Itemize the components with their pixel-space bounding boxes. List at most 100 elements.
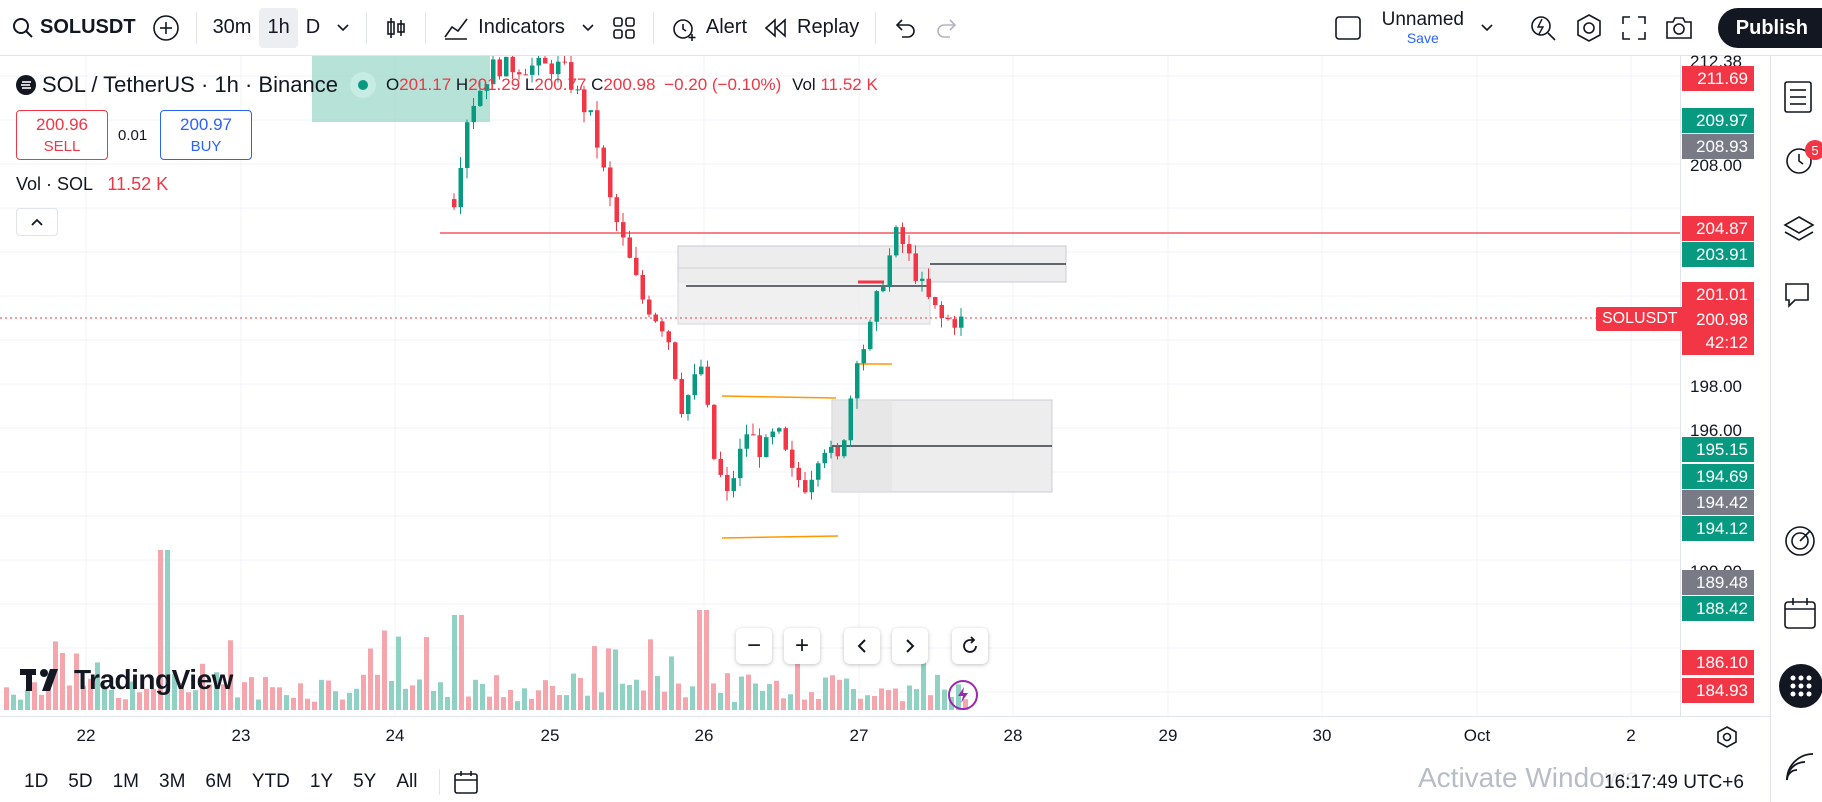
chat-button[interactable] — [1783, 280, 1815, 317]
undo-button[interactable] — [884, 8, 926, 48]
sell-button[interactable]: 200.96 SELL — [16, 110, 108, 160]
alert-button[interactable]: Alert — [662, 8, 755, 48]
range-1d[interactable]: 1D — [24, 771, 49, 792]
volume-bar — [585, 695, 590, 710]
goto-date-button[interactable] — [452, 768, 480, 796]
zoom-in-button[interactable]: + — [784, 628, 820, 664]
open-value: 201.17 — [399, 75, 452, 94]
range-3m[interactable]: 3M — [159, 771, 186, 792]
save-link[interactable]: Save — [1406, 29, 1439, 46]
volume-bar — [298, 683, 303, 710]
time-axis[interactable] — [0, 716, 1770, 760]
redo-button[interactable] — [926, 8, 968, 48]
fullscreen-button[interactable] — [1612, 8, 1656, 48]
candle-body — [926, 278, 931, 297]
target-icon — [1785, 526, 1815, 556]
quick-search-button[interactable] — [1520, 8, 1566, 48]
series-title[interactable]: SOL / TetherUS · 1h · Binance — [42, 72, 338, 97]
templates-button[interactable] — [603, 8, 645, 48]
products-button[interactable] — [1779, 664, 1822, 708]
candle-body — [900, 227, 905, 245]
range-1y[interactable]: 1Y — [309, 771, 334, 792]
interval-30m[interactable]: 30m — [212, 16, 252, 38]
watchlist-button[interactable] — [1783, 80, 1813, 119]
candle-body — [874, 291, 879, 322]
time-tick: 24 — [385, 726, 405, 745]
range-ytd[interactable]: YTD — [251, 771, 290, 792]
calendar-button[interactable] — [1783, 596, 1817, 635]
volume-bar — [431, 690, 436, 710]
replay-button[interactable]: Replay — [755, 8, 867, 48]
alarm-clock-icon — [673, 18, 696, 41]
volume-bar — [319, 679, 324, 710]
volume-bar — [284, 695, 289, 710]
indicators-button[interactable]: Indicators — [434, 8, 573, 48]
candle-body — [842, 440, 847, 457]
collapse-legend-button[interactable] — [16, 208, 58, 236]
bottom-toolbar: 1D 5D 1M 3M 6M YTD 1Y 5Y All — [0, 762, 1770, 802]
indicators-dropdown[interactable] — [573, 8, 603, 48]
price-label: 200.98 — [1682, 307, 1754, 332]
symbol-price-tag: SOLUSDT — [1596, 307, 1684, 331]
screenshot-button[interactable] — [1656, 8, 1702, 48]
price-label: 208.93 — [1682, 134, 1754, 159]
price-label: 189.48 — [1682, 570, 1754, 595]
lightning-badge[interactable] — [948, 680, 978, 710]
candle-body — [458, 167, 463, 208]
time-tick: 25 — [540, 726, 560, 745]
scroll-right-button[interactable] — [892, 628, 928, 664]
range-5y[interactable]: 5Y — [353, 771, 377, 792]
symbol-label: SOLUSDT — [40, 16, 136, 38]
price-label: 203.91 — [1682, 242, 1754, 267]
alerts-button[interactable]: 5 — [1783, 140, 1822, 181]
reset-chart-button[interactable] — [952, 628, 988, 664]
axis-settings-button[interactable] — [1712, 722, 1742, 752]
zoom-out-button[interactable]: − — [736, 628, 772, 664]
chart-type-button[interactable] — [375, 8, 417, 48]
chart-pane[interactable] — [0, 56, 1680, 716]
range-1m[interactable]: 1M — [112, 771, 139, 792]
vol-label: Vol — [792, 75, 816, 94]
scroll-left-button[interactable] — [844, 628, 880, 664]
layout-button[interactable]: Unnamed Save — [1326, 8, 1472, 48]
volume-bar — [858, 698, 863, 710]
volume-bar — [221, 684, 226, 710]
buy-button[interactable]: 200.97 BUY — [160, 110, 252, 160]
candle-body — [881, 287, 886, 292]
tradingview-logo[interactable]: TradingView — [20, 664, 233, 696]
volume-bar — [32, 682, 37, 710]
publish-button[interactable]: Publish — [1717, 8, 1822, 48]
volume-bar — [536, 690, 541, 710]
price-label: 194.12 — [1682, 516, 1754, 541]
compare-button[interactable] — [144, 8, 188, 48]
candle-body — [510, 56, 515, 73]
volume-bar — [452, 615, 457, 710]
interval-d[interactable]: D — [305, 16, 321, 38]
range-5d[interactable]: 5D — [68, 771, 93, 792]
volume-bar — [144, 688, 149, 710]
clock[interactable]: 16:17:49 UTC+6 — [1604, 772, 1744, 794]
candle-body — [640, 274, 645, 300]
interval-1h[interactable]: 1h — [259, 7, 298, 48]
symbol-search[interactable]: SOLUSDT — [0, 8, 144, 48]
layout-dropdown[interactable] — [1472, 8, 1502, 48]
range-6m[interactable]: 6M — [205, 771, 232, 792]
candle-body — [608, 167, 613, 198]
range-all[interactable]: All — [396, 771, 418, 792]
calendar-icon — [454, 771, 479, 794]
volume-bar — [214, 672, 219, 710]
gear-icon — [1717, 726, 1737, 748]
indicators-label: Indicators — [478, 16, 565, 38]
volume-bar — [732, 701, 737, 710]
chat-icon — [1785, 283, 1809, 308]
volume-bar — [179, 682, 184, 710]
hotlists-button[interactable] — [1783, 524, 1817, 563]
interval-dropdown[interactable] — [328, 8, 358, 48]
object-tree-button[interactable] — [1783, 214, 1815, 251]
chart-drawings[interactable] — [0, 56, 1680, 539]
settings-button[interactable] — [1566, 8, 1612, 48]
divider — [439, 769, 441, 795]
vol-value: 11.52 K — [820, 75, 878, 94]
low-label: L — [524, 75, 535, 94]
signal-button[interactable] — [1783, 750, 1817, 789]
